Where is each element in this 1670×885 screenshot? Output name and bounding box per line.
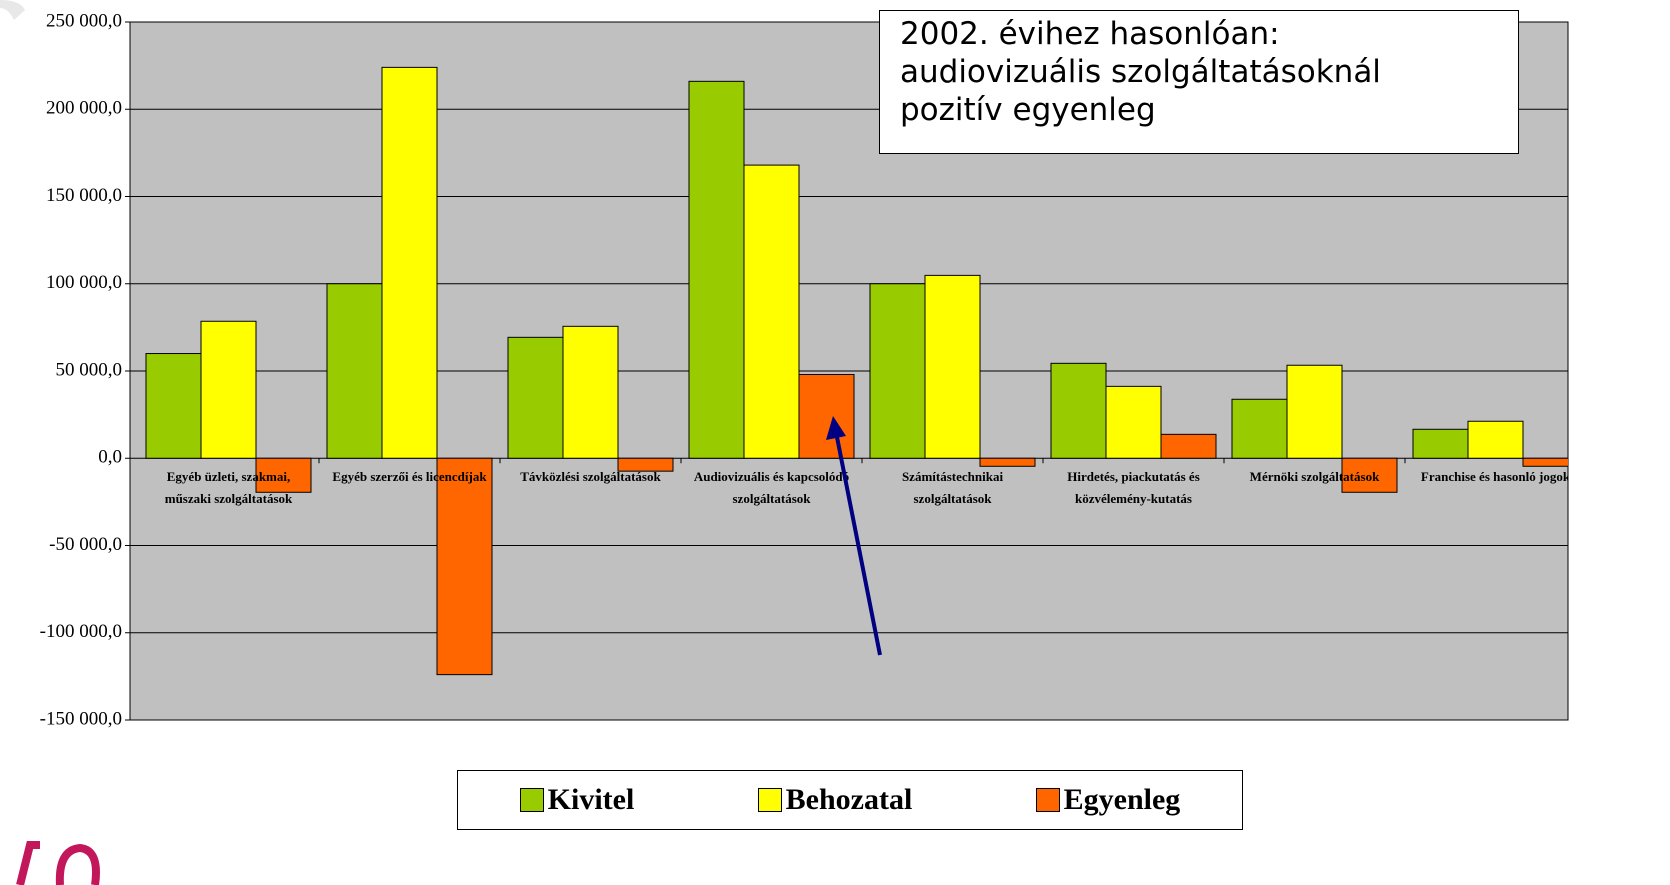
x-tick-label: Számítástechnikai szolgáltatások bbox=[901, 469, 1004, 507]
bar bbox=[1105, 385, 1162, 459]
x-tick-label: Mérnöki szolgáltatások bbox=[1249, 469, 1380, 485]
bar bbox=[381, 66, 438, 459]
logo bbox=[16, 841, 100, 885]
y-tick-label: 50 000,0 bbox=[56, 359, 123, 380]
legend-entry: Kivitel bbox=[519, 783, 635, 817]
bar bbox=[1467, 420, 1524, 459]
x-tick-label: Audiovizuális és kapcsolódó szolgáltatás… bbox=[693, 469, 850, 507]
legend-swatch bbox=[519, 788, 544, 812]
bar bbox=[688, 80, 745, 459]
bar bbox=[1341, 457, 1398, 493]
bar bbox=[1412, 428, 1469, 459]
annotation-line: 2002. évihez hasonlóan: bbox=[900, 16, 1280, 52]
bar bbox=[255, 457, 312, 493]
bar bbox=[743, 164, 800, 459]
bar bbox=[1231, 398, 1288, 459]
bar bbox=[507, 336, 564, 459]
y-tick-label: 0,0 bbox=[98, 447, 122, 468]
bar bbox=[200, 320, 257, 459]
category-labels: Egyéb üzleti, szakmai, műszaki szolgálta… bbox=[164, 469, 1568, 507]
y-tick-label: 100 000,0 bbox=[46, 272, 122, 293]
legend-label: Behozatal bbox=[785, 783, 913, 816]
y-tick-label: 150 000,0 bbox=[46, 185, 122, 206]
legend-swatch bbox=[757, 788, 782, 812]
bar bbox=[979, 457, 1036, 467]
legend-entry: Egyenleg bbox=[1035, 783, 1181, 817]
bars bbox=[145, 66, 1568, 676]
x-tick-label: Franchise és hasonló jogok bbox=[1420, 469, 1568, 485]
y-tick-label: -100 000,0 bbox=[40, 621, 122, 642]
bar bbox=[562, 325, 619, 459]
x-tick-label: Egyéb üzleti, szakmai, műszaki szolgálta… bbox=[164, 469, 293, 507]
bar bbox=[436, 457, 493, 676]
y-tick-label: -150 000,0 bbox=[40, 708, 122, 729]
legend-label: Egyenleg bbox=[1063, 783, 1181, 816]
bar bbox=[1286, 364, 1343, 459]
annotation: 2002. évihez hasonlóan: audiovizuális szo… bbox=[879, 10, 1519, 154]
bar bbox=[617, 457, 674, 472]
bar bbox=[869, 283, 926, 459]
bar bbox=[1050, 362, 1107, 459]
x-tick-label: Egyéb szerzői és licencdíjak bbox=[332, 469, 487, 485]
legend-label: Kivitel bbox=[547, 783, 635, 816]
bar bbox=[145, 353, 202, 459]
bar bbox=[924, 274, 981, 459]
x-tick-label: Hirdetés, piackutatás és közvélemény-kut… bbox=[1067, 469, 1200, 507]
y-tick-label: 250 000,0 bbox=[46, 10, 122, 31]
bar bbox=[1522, 457, 1568, 467]
y-tick-label: -50 000,0 bbox=[49, 534, 122, 555]
annotation-line: audiovizuális szolgáltatásoknál bbox=[900, 54, 1381, 90]
x-tick-label: Távközlési szolgáltatások bbox=[520, 469, 661, 485]
bar bbox=[1160, 433, 1217, 459]
annotation-line: pozitív egyenleg bbox=[900, 92, 1156, 128]
corner-shape bbox=[0, 0, 25, 20]
legend-swatch bbox=[1035, 788, 1060, 812]
y-tick-label: 200 000,0 bbox=[46, 98, 122, 119]
legend-entry: Behozatal bbox=[757, 783, 913, 817]
legend: Kivitel Behozatal Egyenleg bbox=[457, 770, 1243, 830]
